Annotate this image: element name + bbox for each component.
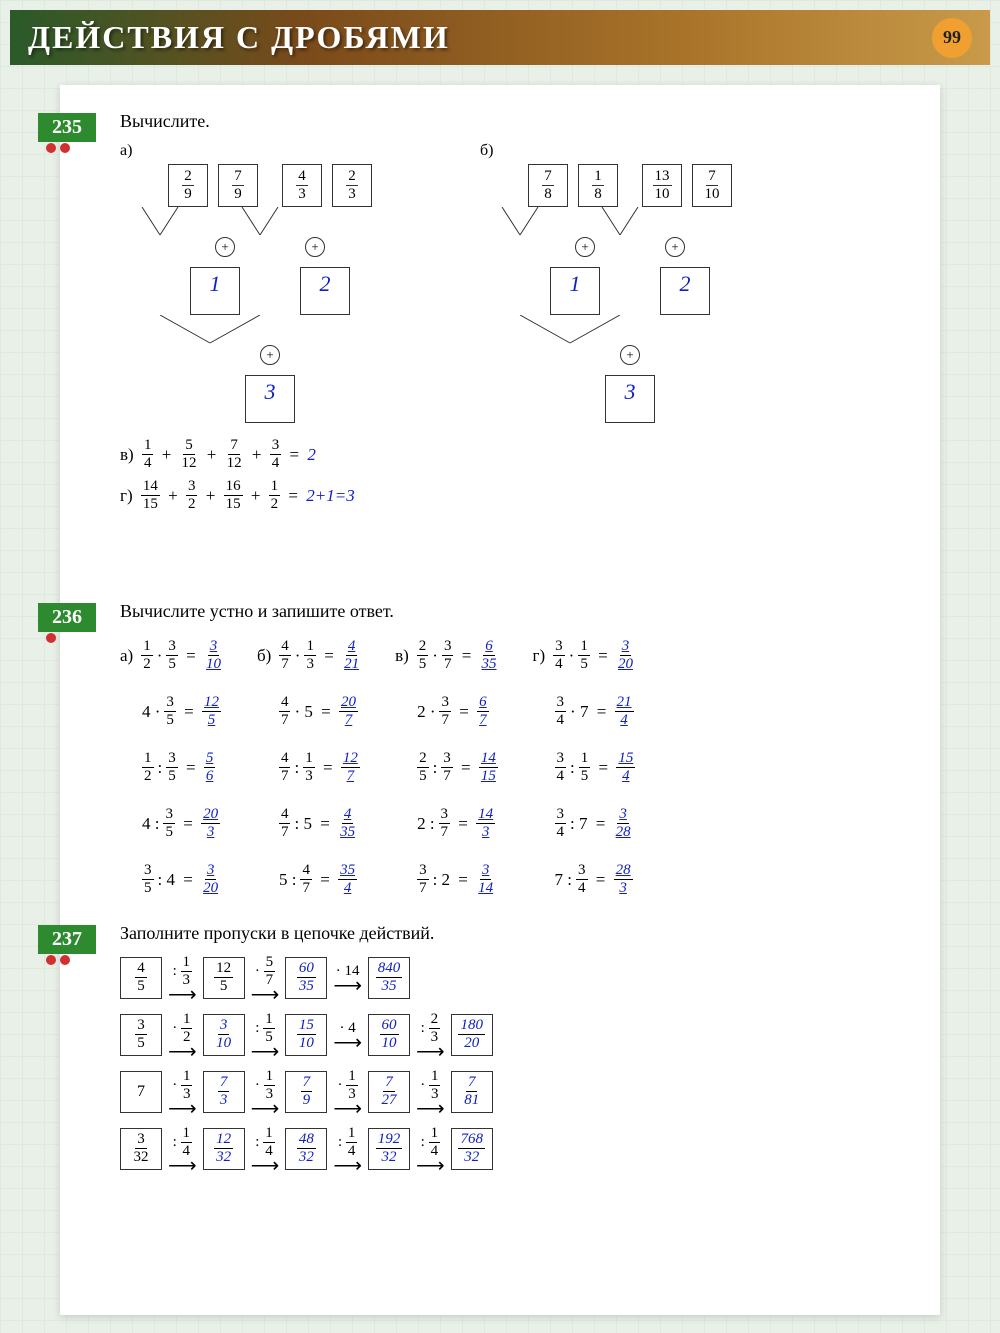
- exnum-236: 236: [38, 603, 96, 632]
- section-237: Заполните пропуски в цепочке действий. 4…: [120, 923, 920, 1182]
- exnum-235: 235: [38, 113, 96, 142]
- exnum-237: 237: [38, 925, 96, 954]
- header-title: ДЕЙСТВИЯ С ДРОБЯМИ: [28, 19, 932, 56]
- dots-235: [46, 143, 70, 153]
- section-235: Вычислите. а)29794323 ++12 +3б)781813107…: [120, 111, 920, 519]
- section-236: Вычислите устно и запишите ответ. а)12 ·…: [120, 601, 920, 903]
- header-banner: ДЕЙСТВИЯ С ДРОБЯМИ 99: [10, 10, 990, 65]
- prompt-235: Вычислите.: [120, 111, 920, 132]
- page-number: 99: [932, 18, 972, 58]
- eq-235g: г) 1415 + 32 + 1615 + 12 = 2+1=3: [120, 478, 920, 513]
- prompt-236: Вычислите устно и запишите ответ.: [120, 601, 920, 622]
- grid-236: а)12 · 35 = 3104 · 35 = 12512 : 35 = 564…: [120, 632, 920, 903]
- prompt-237: Заполните пропуски в цепочке действий.: [120, 923, 920, 944]
- trees-235: а)29794323 ++12 +3б)78181310710 ++12 +3: [120, 142, 920, 423]
- dots-237: [46, 955, 70, 965]
- dots-236: [46, 633, 56, 643]
- chains-237: 45: 13⟶125· 57⟶6035· 14⟶8403535· 12⟶310:…: [120, 954, 920, 1172]
- eq-235v: в) 14 + 512 + 712 + 34 = 2: [120, 437, 920, 472]
- page-sheet: 235 Вычислите. а)29794323 ++12 +3б)78181…: [60, 85, 940, 1315]
